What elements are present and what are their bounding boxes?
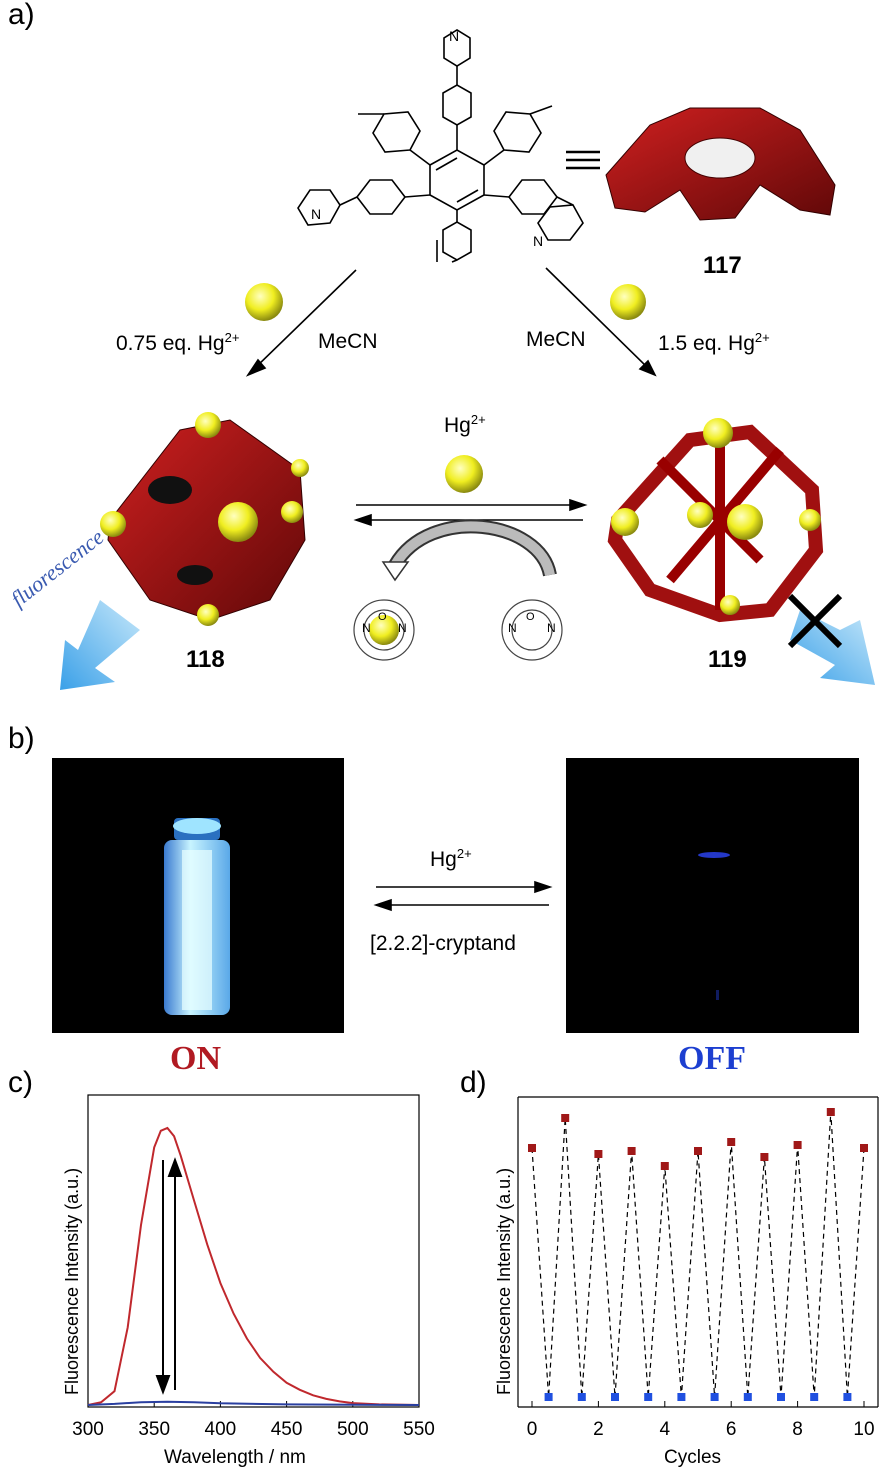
atom-n-right: N (533, 233, 544, 249)
left-reagent: 0.75 eq. Hg2+ (116, 330, 240, 355)
chart-c-tick-label: 550 (403, 1419, 435, 1440)
chart-d-point-red (694, 1147, 702, 1155)
chart-d-point-blue (677, 1393, 686, 1401)
left-solvent: MeCN (318, 330, 378, 353)
panel-a-label: a) (8, 0, 35, 31)
chart-c-tick-label: 500 (337, 1419, 369, 1440)
chart-c-tick-label: 450 (271, 1419, 303, 1440)
chart-d-point-red (760, 1153, 769, 1161)
chart-d-point-blue (644, 1393, 653, 1401)
chart-d-point-red (793, 1141, 802, 1149)
chart-d-point-blue (710, 1393, 719, 1401)
chart-d-dashed-line (531, 1111, 865, 1398)
cryptand-n-left-2: N (508, 621, 517, 635)
chart-c-series-red (87, 1126, 420, 1406)
atom-n-left: N (311, 206, 322, 222)
atom-n-top: N (449, 28, 460, 44)
compound-117-label: 117 (703, 252, 742, 279)
chart-d-point-red (561, 1114, 570, 1122)
chart-d-tick-label: 8 (792, 1419, 803, 1440)
chart-d-point-red (627, 1147, 636, 1155)
chart-d-tick-label: 4 (660, 1419, 671, 1440)
chart-d-point-blue (611, 1393, 619, 1401)
vial-on-photo (52, 758, 344, 1033)
chart-d-ylabel: Fluorescence Intensity (a.u.) (494, 1167, 514, 1395)
compound-119-label: 119 (708, 646, 747, 673)
equilibrium-ion-label: Hg2+ (444, 412, 486, 437)
chart-d-point-red (727, 1138, 736, 1146)
chart-d-tick-label: 2 (593, 1419, 604, 1440)
chart-c-tick-label: 400 (205, 1419, 237, 1440)
panel-d-label: d) (460, 1066, 487, 1099)
chart-d-point-red (826, 1108, 835, 1116)
chart-d-point-red (594, 1150, 603, 1158)
chart-c-tick-label: 350 (138, 1419, 170, 1440)
panel-b-reverse-label: [2.2.2]-cryptand (370, 932, 516, 955)
right-solvent: MeCN (526, 328, 586, 351)
cryptand-o-1: O (378, 611, 387, 623)
panel-c-label: c) (8, 1066, 33, 1099)
cryptand-o-2: O (526, 611, 535, 623)
chart-d-point-blue (743, 1393, 752, 1401)
chart-d-point-blue (843, 1393, 852, 1401)
panel-b-forward-label: Hg2+ (430, 846, 472, 871)
on-label: ON (170, 1040, 221, 1077)
chart-d-point-red (860, 1144, 868, 1152)
chart-d-point-blue (777, 1393, 785, 1401)
right-reagent: 1.5 eq. Hg2+ (658, 330, 770, 355)
chart-d-tick-label: 10 (853, 1419, 874, 1440)
chart-d-point-blue (810, 1393, 819, 1401)
cryptand-n-right-1: N (398, 621, 407, 635)
compound-118-label: 118 (186, 646, 225, 673)
chart-d-point-red (528, 1144, 536, 1152)
chart-d-tick-label: 6 (726, 1419, 737, 1440)
cryptand-n-left-1: N (362, 621, 371, 635)
panel-b-label: b) (8, 722, 35, 755)
chart-c-arrows (155, 1157, 183, 1395)
chart-c-tick-label: 300 (72, 1419, 104, 1440)
chart-d-point-blue (577, 1393, 586, 1401)
cryptand-n-right-2: N (547, 621, 556, 635)
chart-c-xlabel: Wavelength / nm (164, 1447, 306, 1468)
chart-c-frame (87, 1094, 420, 1408)
chart-d-point-blue (544, 1393, 553, 1401)
vial-off-photo (566, 758, 859, 1033)
chart-d-point-red (660, 1162, 669, 1170)
off-label: OFF (678, 1040, 746, 1077)
chart-c-series-blue (87, 1400, 420, 1406)
chart-d-xlabel: Cycles (664, 1447, 722, 1468)
chart-d-tick-label: 0 (527, 1419, 538, 1440)
